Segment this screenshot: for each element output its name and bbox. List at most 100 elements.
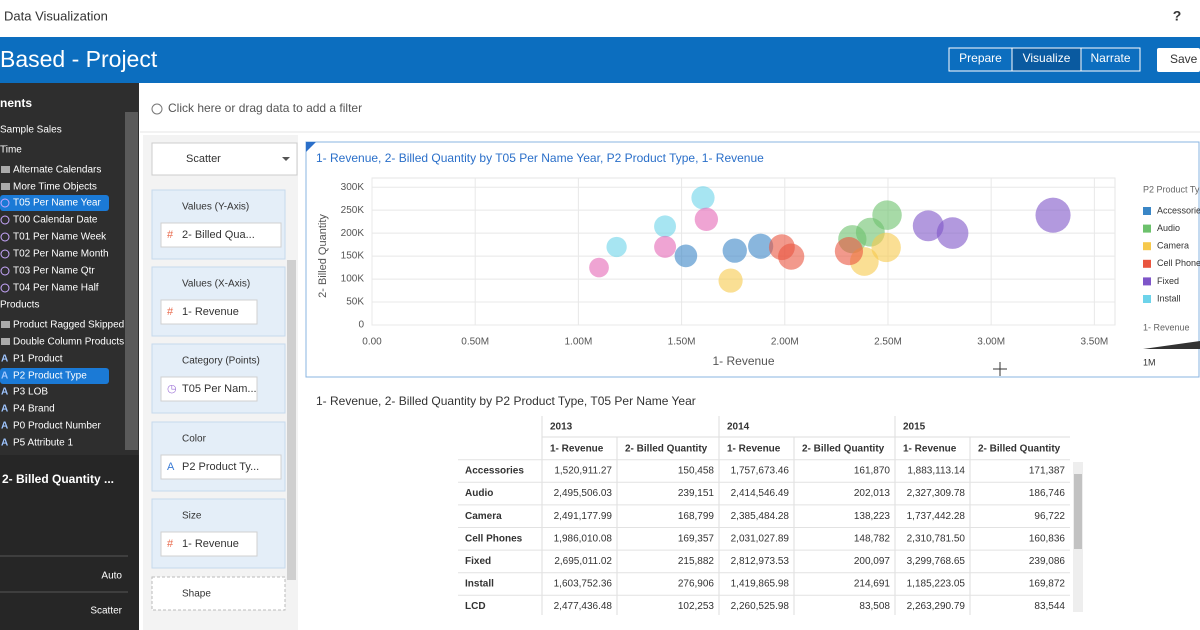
filter-prompt[interactable]: Click here or drag data to add a filter — [168, 101, 362, 115]
table-cell: 2,310,781.50 — [907, 533, 966, 544]
section-label: Size — [182, 511, 202, 522]
tree-item[interactable]: Double Column Products — [13, 337, 124, 348]
table-cell: 1,419,865.98 — [731, 579, 790, 590]
row-header: Fixed — [465, 556, 491, 567]
pill-label[interactable]: 1- Revenue — [182, 538, 239, 550]
pill[interactable] — [160, 222, 282, 248]
table-cell: 239,151 — [678, 488, 715, 499]
pill[interactable] — [160, 531, 258, 557]
chart-type[interactable]: Scatter — [186, 153, 221, 165]
chart-title: 1- Revenue, 2- Billed Quantity by T05 Pe… — [316, 151, 764, 165]
bubble[interactable] — [654, 235, 677, 258]
tree-item[interactable]: Product Ragged Skipped — [13, 320, 124, 331]
chart-type-picker[interactable] — [151, 142, 298, 176]
bubble[interactable] — [674, 244, 698, 268]
bubble[interactable] — [1035, 197, 1071, 233]
column-header: 1- Revenue — [727, 444, 781, 455]
size-legend-label: 1M — [1143, 357, 1156, 367]
year-header: 2014 — [727, 422, 750, 433]
tree-item[interactable]: T04 Per Name Half — [13, 283, 99, 294]
bubble[interactable] — [871, 232, 901, 263]
bubble[interactable] — [912, 210, 944, 242]
tree-item[interactable]: T00 Calendar Date — [13, 215, 98, 226]
tree-item[interactable]: T05 Per Name Year — [13, 198, 101, 209]
x-tick-label: 2.00M — [771, 337, 799, 348]
pill[interactable] — [160, 376, 258, 402]
panel-title: nents — [0, 96, 32, 110]
table-cell: 1,883,113.14 — [907, 466, 965, 477]
tab-label[interactable]: Narrate — [1090, 51, 1130, 65]
tree-item[interactable]: T03 Per Name Qtr — [13, 266, 95, 277]
table-cell: 202,013 — [854, 488, 891, 499]
tree-item[interactable]: More Time Objects — [13, 182, 97, 193]
property-value[interactable]: Scatter — [90, 606, 122, 617]
tree-item[interactable]: T01 Per Name Week — [13, 232, 107, 243]
bubble[interactable] — [718, 268, 743, 293]
bubble[interactable] — [589, 257, 609, 278]
tree-item[interactable]: P3 LOB — [13, 387, 48, 398]
row-header: LCD — [465, 601, 486, 612]
row-header: Cell Phones — [465, 533, 523, 544]
bubble[interactable] — [936, 217, 969, 249]
tree-item[interactable]: P1 Product — [13, 354, 63, 365]
bubble[interactable] — [722, 238, 747, 263]
table-cell: 1,986,010.08 — [554, 533, 613, 544]
tree-item[interactable]: P5 Attribute 1 — [13, 438, 73, 449]
app-title: Data Visualization — [4, 8, 108, 23]
tree-item[interactable]: T02 Per Name Month — [13, 249, 109, 260]
legend-label: Cell Phones — [1157, 258, 1200, 268]
properties-title: 2- Billed Quantity ... — [2, 472, 114, 486]
table-cell: 2,414,546.49 — [731, 488, 790, 499]
attr-icon: A — [1, 387, 8, 398]
pill-label[interactable]: 1- Revenue — [182, 306, 239, 318]
time-icon — [0, 215, 10, 225]
selected-item[interactable] — [0, 368, 109, 384]
pill-label[interactable]: P2 Product Ty... — [182, 461, 259, 473]
table-cell: 160,836 — [1029, 533, 1066, 544]
tab[interactable] — [1080, 47, 1141, 72]
tree-item[interactable]: P2 Product Type — [13, 371, 87, 382]
bubble[interactable] — [691, 186, 715, 210]
tab-label[interactable]: Prepare — [959, 51, 1002, 65]
folder-icon — [1, 166, 10, 173]
size-legend-wedge — [1143, 341, 1200, 349]
pill-label[interactable]: T05 Per Nam... — [182, 383, 257, 395]
pill[interactable] — [160, 454, 282, 480]
bubble[interactable] — [606, 236, 627, 258]
property-value[interactable]: Auto — [101, 571, 122, 582]
pill[interactable] — [160, 299, 258, 325]
bubble[interactable] — [654, 215, 677, 238]
tree-item[interactable]: Products — [0, 300, 39, 311]
drop-zone — [151, 576, 286, 611]
bubble[interactable] — [778, 243, 805, 270]
bubble[interactable] — [694, 207, 719, 232]
legend-swatch — [1143, 259, 1151, 268]
pill-icon: # — [167, 229, 174, 241]
save-button[interactable] — [1157, 48, 1200, 72]
save-label[interactable]: Save — [1170, 52, 1198, 66]
selected-item[interactable] — [0, 195, 109, 211]
tree-item[interactable]: Sample Sales — [0, 125, 62, 136]
legend-swatch — [1143, 277, 1151, 286]
folder-icon — [1, 338, 10, 345]
pill-label[interactable]: 2- Billed Qua... — [182, 229, 255, 241]
filter-icon — [151, 103, 163, 115]
column-header: 2- Billed Quantity — [978, 444, 1061, 455]
tree-item[interactable]: Alternate Calendars — [13, 165, 101, 176]
tree-item[interactable]: P0 Product Number — [13, 421, 101, 432]
column-header: 2- Billed Quantity — [802, 444, 885, 455]
scrollbar — [125, 112, 138, 450]
y-tick-label: 300K — [341, 182, 365, 193]
bubble[interactable] — [748, 233, 774, 259]
y-axis-label: 2- Billed Quantity — [317, 214, 329, 298]
folder-icon — [1, 183, 10, 190]
help[interactable]: ? — [1173, 8, 1182, 24]
legend-swatch — [1143, 295, 1151, 303]
table-cell: 1,757,673.46 — [731, 466, 790, 477]
bubble[interactable] — [834, 237, 864, 266]
tree-item[interactable]: Time — [0, 145, 22, 156]
x-tick-label: 3.00M — [977, 337, 1005, 348]
tree-item[interactable]: P4 Brand — [13, 404, 55, 415]
x-tick-label: 0.50M — [461, 337, 489, 348]
tab-label[interactable]: Visualize — [1023, 51, 1071, 65]
